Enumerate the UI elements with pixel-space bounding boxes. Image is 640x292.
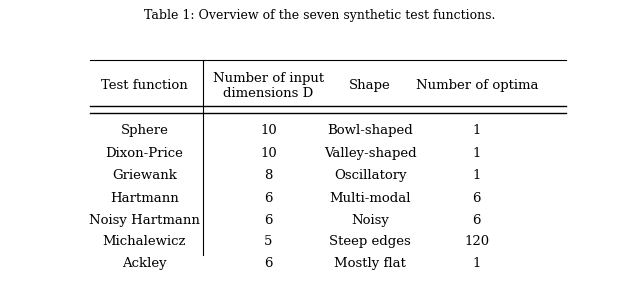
Text: Oscillatory: Oscillatory <box>334 169 406 182</box>
Text: 1: 1 <box>472 169 481 182</box>
Text: 1: 1 <box>472 147 481 160</box>
Text: 1: 1 <box>472 257 481 270</box>
Text: Ackley: Ackley <box>122 257 167 270</box>
Text: Steep edges: Steep edges <box>330 235 411 248</box>
Text: 6: 6 <box>472 192 481 205</box>
Text: Noisy Hartmann: Noisy Hartmann <box>89 214 200 227</box>
Text: 1: 1 <box>472 124 481 137</box>
Text: Sphere: Sphere <box>120 124 168 137</box>
Text: 6: 6 <box>264 192 273 205</box>
Text: Hartmann: Hartmann <box>110 192 179 205</box>
Text: 10: 10 <box>260 124 277 137</box>
Text: Multi-modal: Multi-modal <box>330 192 411 205</box>
Text: Table 1: Overview of the seven synthetic test functions.: Table 1: Overview of the seven synthetic… <box>144 9 496 22</box>
Text: Dixon-Price: Dixon-Price <box>106 147 184 160</box>
Text: Test function: Test function <box>101 79 188 92</box>
Text: Michalewicz: Michalewicz <box>103 235 186 248</box>
Text: 120: 120 <box>464 235 490 248</box>
Text: 5: 5 <box>264 235 273 248</box>
Text: Number of input
dimensions D: Number of input dimensions D <box>213 72 324 100</box>
Text: 8: 8 <box>264 169 273 182</box>
Text: Noisy: Noisy <box>351 214 389 227</box>
Text: Griewank: Griewank <box>112 169 177 182</box>
Text: 10: 10 <box>260 147 277 160</box>
Text: Mostly flat: Mostly flat <box>334 257 406 270</box>
Text: Shape: Shape <box>349 79 391 92</box>
Text: 6: 6 <box>472 214 481 227</box>
Text: Bowl-shaped: Bowl-shaped <box>327 124 413 137</box>
Text: Valley-shaped: Valley-shaped <box>324 147 417 160</box>
Text: Number of optima: Number of optima <box>415 79 538 92</box>
Text: 6: 6 <box>264 257 273 270</box>
Text: 6: 6 <box>264 214 273 227</box>
